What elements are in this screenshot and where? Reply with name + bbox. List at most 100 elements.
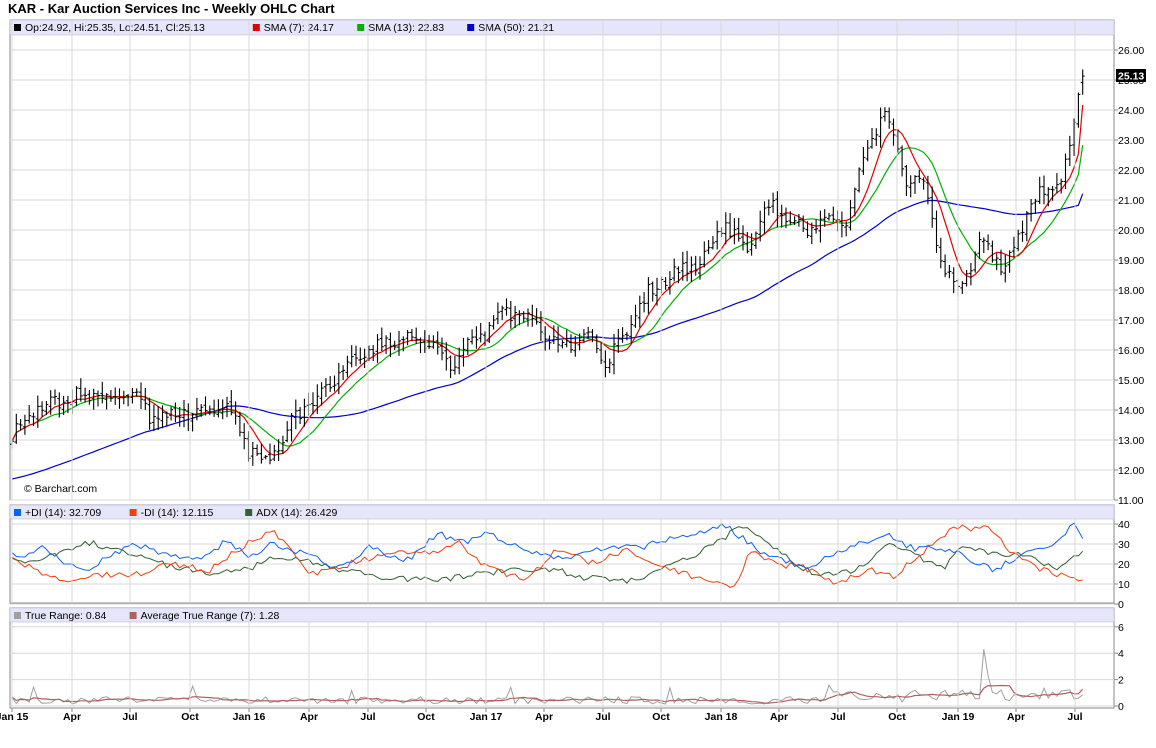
x-tick-label: Jul: [595, 711, 610, 723]
ohlc-bar: [556, 326, 561, 353]
ohlc-bar: [358, 347, 363, 365]
ohlc-bar: [689, 256, 694, 283]
ohlc-bar: [818, 210, 823, 243]
ohlc-bar: [964, 270, 969, 287]
ohlc-bar: [844, 221, 849, 237]
ohlc-bar: [250, 442, 255, 466]
ohlc-bar: [637, 295, 642, 328]
ohlc-bar: [392, 340, 397, 351]
ohlc-bar: [199, 404, 204, 417]
ohlc-bar: [203, 396, 208, 416]
ohlc-bar: [573, 336, 578, 357]
x-tick-label: Oct: [417, 711, 435, 723]
ohlc-bar: [233, 401, 238, 425]
ohlc-bar: [943, 254, 948, 278]
ohlc-bar: [220, 399, 225, 420]
y-tick-label: 14.00: [1118, 405, 1144, 417]
last-price-label: 25.13: [1118, 71, 1144, 83]
ohlc-bar: [663, 277, 668, 290]
ohlc-bar: [908, 175, 913, 198]
price-gridlines: [10, 49, 1114, 501]
dmi-panel: [9, 504, 1115, 604]
ohlc-bar: [900, 145, 905, 177]
legend-entry: SMA (13): 22.83: [368, 22, 444, 34]
legend-entry: -DI (14): 12.115: [141, 507, 214, 519]
ohlc-bar: [121, 390, 126, 405]
ohlc-bar: [1080, 69, 1085, 95]
ohlc-bar: [921, 177, 926, 190]
ohlc-bar: [457, 347, 462, 375]
x-tick-label: Jan 19: [942, 711, 975, 723]
ohlc-bar: [771, 192, 776, 214]
ohlc-bar: [620, 327, 625, 343]
ohlc-bar: [405, 329, 410, 346]
ohlc-bar: [1063, 153, 1068, 189]
ohlc-bar: [384, 335, 389, 355]
ohlc-bar: [435, 331, 440, 355]
ohlc-bar: [723, 212, 728, 245]
ohlc-bar: [83, 387, 88, 403]
ohlc-bar: [216, 399, 221, 418]
ohlc-bar: [728, 213, 733, 239]
ohlc-bar: [990, 240, 995, 263]
ohlc-bar: [470, 329, 475, 345]
price-y-axis: 11.00 12.00 13.00 14.00 15.00 16.00 17.00 18.00…: [1114, 45, 1144, 507]
ohlc-bar: [276, 439, 281, 462]
x-tick-label: Oct: [888, 711, 906, 723]
ohlc-bar: [917, 169, 922, 184]
ohlc-bar: [590, 329, 595, 343]
ohlc-bar: [538, 311, 543, 341]
legend-entry: Average True Range (7): 1.28: [141, 610, 280, 622]
ohlc-bar: [547, 335, 552, 350]
ohlc-bar: [156, 406, 161, 431]
ohlc-bar: [981, 237, 986, 254]
ohlc-bar: [968, 263, 973, 286]
ohlc-bar: [160, 405, 165, 429]
ohlc-bar: [315, 384, 320, 414]
ohlc-bar: [431, 335, 436, 349]
x-tick-label: Jul: [122, 711, 137, 723]
ohlc-bar: [655, 277, 659, 306]
y-tick-label: 11.00: [1118, 495, 1144, 507]
y-tick-label: 30: [1118, 539, 1130, 551]
ohlc-bar: [839, 211, 844, 238]
legend-swatch: [129, 612, 137, 619]
ohlc-bar: [581, 329, 586, 343]
ohlc-bar: [177, 406, 182, 427]
ohlc-bar: [311, 392, 315, 415]
ohlc-bar: [977, 231, 982, 259]
ohlc-bar: [809, 222, 814, 245]
ohlc-bar: [444, 342, 449, 371]
ohlc-bar: [1076, 92, 1081, 128]
ohlc-bar: [762, 201, 767, 234]
y-tick-label: 10: [1118, 579, 1130, 591]
ohlc-bar: [994, 253, 999, 271]
ohlc-bar: [930, 186, 935, 228]
ohlc-bar: [173, 402, 178, 423]
ohlc-bar: [117, 388, 122, 409]
ohlc-bar: [57, 392, 62, 418]
ohlc-bar: [341, 365, 346, 381]
ohlc-bar: [461, 337, 466, 367]
ohlc-bar: [827, 212, 831, 221]
ohlc-bar: [796, 213, 801, 227]
ohlc-bar: [676, 266, 681, 284]
ohlc-bar: [44, 401, 49, 415]
y-tick-label: 13.00: [1118, 435, 1144, 447]
y-tick-label: 20: [1118, 559, 1130, 571]
ohlc-bar: [371, 345, 376, 362]
ohlc-bar: [35, 395, 40, 428]
ohlc-bar: [749, 233, 754, 256]
y-tick-label: 23.00: [1118, 135, 1144, 147]
legend-entry: True Range: 0.84: [25, 610, 106, 622]
dmi-legend-bar: [9, 504, 1115, 520]
ohlc-bar: [328, 376, 333, 392]
ohlc-bar: [474, 326, 479, 349]
ohlc-bar: [182, 399, 186, 428]
ohlc-bar: [100, 381, 105, 404]
ohlc-bar: [53, 389, 57, 405]
ohlc-bar: [397, 330, 401, 356]
ohlc-bar: [960, 281, 965, 295]
ohlc-bar: [801, 215, 806, 233]
